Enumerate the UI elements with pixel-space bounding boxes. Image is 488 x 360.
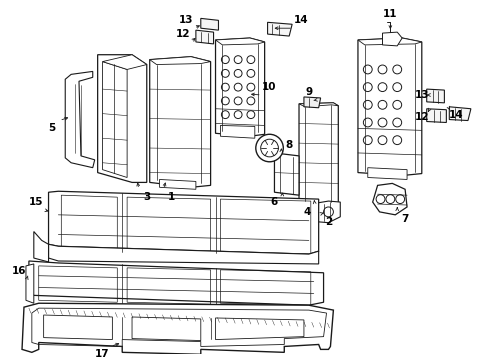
Circle shape [246,83,254,91]
Polygon shape [149,57,210,187]
Polygon shape [215,38,264,136]
Text: 4: 4 [303,207,310,217]
Circle shape [377,136,386,145]
Circle shape [392,100,401,109]
Polygon shape [34,231,48,262]
Polygon shape [298,103,338,107]
Text: 8: 8 [285,140,292,150]
Polygon shape [274,153,298,195]
Polygon shape [98,55,146,183]
Polygon shape [65,71,95,168]
Polygon shape [372,183,406,215]
Circle shape [323,207,333,217]
Circle shape [221,69,229,77]
Text: 3: 3 [143,192,150,202]
Polygon shape [201,18,218,30]
Text: 1: 1 [167,192,175,202]
Circle shape [377,65,386,74]
Text: 7: 7 [401,214,408,224]
Polygon shape [149,57,210,64]
Text: 13: 13 [179,15,193,25]
Circle shape [377,83,386,91]
Polygon shape [298,103,338,205]
Polygon shape [29,261,323,305]
Text: 10: 10 [262,82,276,92]
Polygon shape [215,38,264,45]
Circle shape [377,118,386,127]
Circle shape [392,83,401,91]
Circle shape [392,136,401,145]
Polygon shape [367,168,406,180]
Text: 17: 17 [95,349,110,359]
Circle shape [392,65,401,74]
Text: 12: 12 [176,29,190,39]
Text: 5: 5 [48,123,55,134]
Circle shape [221,111,229,118]
Polygon shape [448,107,470,121]
Polygon shape [48,191,318,254]
Text: 15: 15 [28,197,43,207]
Circle shape [234,111,242,118]
Circle shape [234,56,242,64]
Circle shape [246,56,254,64]
Circle shape [234,69,242,77]
Circle shape [395,195,404,203]
Polygon shape [22,303,333,354]
Circle shape [363,83,371,91]
Circle shape [377,100,386,109]
Text: 14: 14 [448,110,463,120]
Circle shape [392,118,401,127]
Text: 2: 2 [324,217,331,227]
Text: 12: 12 [414,112,428,122]
Circle shape [255,134,283,162]
Circle shape [260,139,278,157]
Circle shape [234,83,242,91]
Circle shape [375,195,384,203]
Circle shape [234,97,242,105]
Polygon shape [159,180,196,189]
Polygon shape [102,55,146,69]
Polygon shape [357,38,421,176]
Circle shape [221,97,229,105]
Circle shape [385,195,394,203]
Text: 14: 14 [293,15,307,25]
Text: 16: 16 [12,266,26,276]
Polygon shape [304,97,320,108]
Circle shape [363,136,371,145]
Polygon shape [48,244,318,264]
Polygon shape [426,89,444,103]
Circle shape [246,97,254,105]
Circle shape [363,65,371,74]
Circle shape [246,111,254,118]
Text: 6: 6 [270,197,278,207]
Polygon shape [220,125,254,138]
Circle shape [363,118,371,127]
Circle shape [221,56,229,64]
Polygon shape [382,32,401,46]
Polygon shape [316,201,340,223]
Polygon shape [26,264,34,303]
Text: 9: 9 [305,87,312,97]
Circle shape [363,100,371,109]
Polygon shape [426,109,446,122]
Polygon shape [357,38,421,45]
Polygon shape [267,22,291,36]
Polygon shape [196,30,213,44]
Text: 13: 13 [414,90,428,100]
Text: 11: 11 [382,9,397,19]
Circle shape [221,83,229,91]
Polygon shape [102,62,127,177]
Circle shape [246,69,254,77]
